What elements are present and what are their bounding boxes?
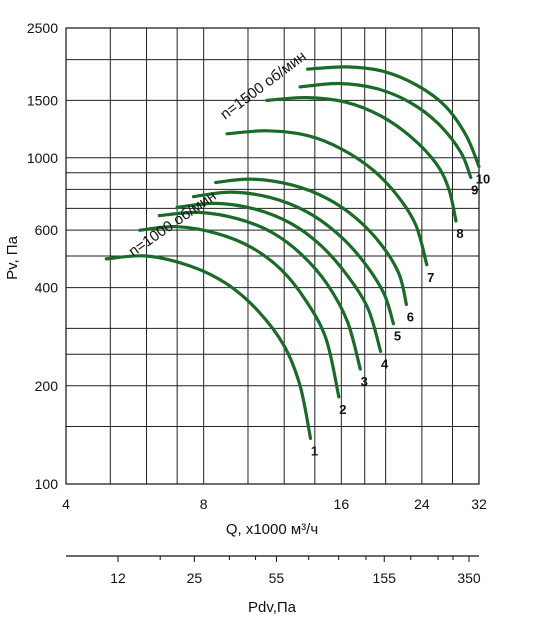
fan-curve-9 [298, 81, 473, 180]
x-tick-label: 16 [334, 496, 350, 512]
rpm-1000-annotation: n=1000 об/мин [126, 187, 220, 260]
secondary-axis-tick-label: 12 [110, 570, 126, 586]
curve-label-2: 2 [339, 402, 346, 417]
secondary-axis-title: Pdv,Па [248, 599, 297, 616]
fan-curve-5 [191, 190, 395, 326]
fan-curve-1 [104, 254, 313, 440]
curve-label-8: 8 [456, 226, 463, 241]
secondary-axis-ticks: 12 25 55 155 350 [110, 556, 481, 586]
fan-curve-3 [157, 210, 362, 371]
curve-label-9: 9 [471, 183, 478, 198]
curve-label-3: 3 [361, 374, 368, 389]
x-tick-label: 4 [62, 496, 70, 512]
y-tick-label: 2500 [27, 20, 58, 36]
y-tick-label: 1000 [27, 150, 58, 166]
secondary-axis-tick-label: 350 [457, 570, 481, 586]
secondary-axis-tick-label: 25 [187, 570, 203, 586]
fan-curve-2 [138, 225, 341, 399]
y-axis-title: Pv, Па [4, 235, 21, 280]
curve-label-5: 5 [394, 329, 401, 344]
x-tick-label: 8 [200, 496, 208, 512]
y-tick-label: 100 [35, 476, 59, 492]
curve-label-4: 4 [381, 356, 389, 371]
y-tick-label: 200 [35, 378, 59, 394]
y-tick-label: 1500 [27, 92, 58, 108]
plot-frame [65, 27, 480, 485]
y-tick-label: 600 [35, 222, 59, 238]
curve-label-7: 7 [427, 270, 434, 285]
fan-curve-4 [175, 201, 383, 353]
x-axis-ticks: 4 8 16 24 32 [62, 496, 487, 512]
fan-curves [104, 65, 481, 440]
y-tick-label: 400 [35, 280, 59, 296]
horizontal-gridlines [66, 59, 479, 428]
secondary-axis-tick-label: 155 [373, 570, 397, 586]
curve-label-10: 10 [476, 172, 490, 187]
x-axis-title: Q, x1000 м³/ч [226, 521, 318, 538]
rpm-1500-annotation: n=1500 об/мин [217, 48, 309, 123]
fan-curve-8 [265, 95, 458, 223]
fan-curve-6 [214, 177, 408, 307]
x-tick-label: 32 [471, 496, 487, 512]
secondary-axis-tick-label: 55 [269, 570, 285, 586]
fan-curve-7 [225, 129, 429, 267]
curve-label-1: 1 [311, 443, 318, 458]
curve-label-6: 6 [407, 310, 414, 325]
y-axis-ticks: 100 200 400 600 1000 1500 2500 [27, 20, 58, 492]
fan-curve-10 [306, 65, 481, 169]
x-tick-label: 24 [414, 496, 430, 512]
